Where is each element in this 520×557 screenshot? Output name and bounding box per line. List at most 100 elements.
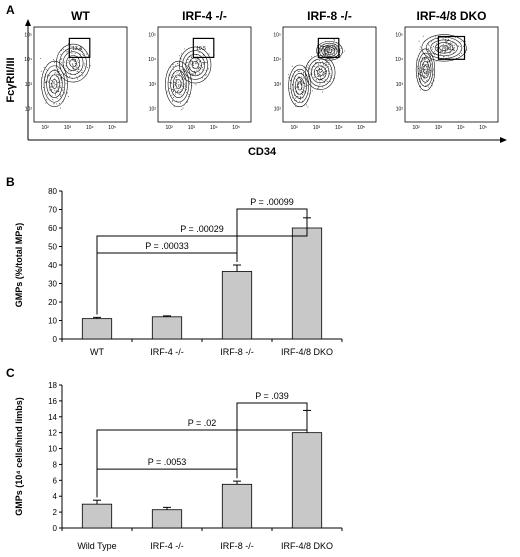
flow-event-dot [427, 79, 429, 81]
flow-contour-line [305, 55, 336, 91]
flow-event-dot [64, 73, 66, 75]
flow-event-dot [424, 57, 425, 59]
flow-event-dot [54, 94, 56, 96]
flow-event-dot [61, 74, 62, 76]
flow-event-dot [425, 85, 427, 87]
y-tick-label: 10⁴ [273, 57, 281, 63]
flow-event-dot [45, 76, 46, 78]
flow-event-dot [292, 97, 294, 99]
flow-event-dot [454, 47, 456, 49]
flow-event-dot [316, 45, 318, 47]
flow-event-dot [166, 91, 168, 93]
flow-event-dot [193, 67, 195, 68]
flow-plot-title: IRF-8 -/- [307, 9, 352, 23]
flow-event-dot [52, 103, 54, 105]
flow-event-dot [175, 76, 177, 78]
flow-contour-line [292, 73, 307, 99]
flow-event-dot [81, 71, 83, 73]
flow-event-dot [332, 48, 334, 50]
y-axis-arrowhead [25, 19, 31, 26]
flow-event-dot [173, 106, 175, 108]
flow-event-dot [307, 106, 309, 108]
flow-event-dot [81, 75, 83, 77]
flow-contour-line [326, 48, 333, 53]
flow-event-dot [323, 48, 325, 50]
flow-event-dot [322, 86, 324, 88]
y-tick-label: 8 [53, 460, 58, 469]
flow-event-dot [173, 89, 175, 91]
flow-event-dot [189, 83, 191, 85]
y-tick-label: 6 [53, 476, 58, 485]
flow-event-dot [322, 50, 324, 52]
flow-event-dot [71, 50, 73, 51]
flow-event-dot [77, 60, 79, 62]
flow-event-dot [185, 82, 187, 84]
bar [291, 432, 323, 529]
flow-event-dot [446, 44, 448, 46]
flow-event-dot [53, 85, 55, 87]
flow-event-dot [47, 74, 48, 76]
flow-event-dot [298, 76, 300, 78]
flow-event-dot [79, 53, 81, 55]
y-tick-label: 10² [149, 107, 157, 113]
flow-event-dot [51, 86, 52, 88]
flow-event-dot [325, 50, 327, 51]
flow-event-dot [51, 89, 53, 91]
significance-bracket: P = .00029 [96, 214, 308, 315]
flow-event-dot [58, 81, 60, 83]
flow-event-dot [326, 47, 328, 49]
flow-event-dot [419, 46, 421, 48]
flow-event-dot [427, 64, 429, 66]
flow-event-dot [318, 59, 320, 61]
y-tick-label: 40 [48, 261, 57, 270]
flow-event-dot [172, 75, 174, 77]
flow-event-dot [446, 46, 447, 48]
flow-event-dot [299, 97, 301, 98]
flow-event-dot [292, 89, 294, 91]
flow-event-dot [428, 61, 430, 63]
flow-event-dot [193, 72, 195, 74]
y-tick-label: 10³ [396, 82, 404, 88]
gate-box [317, 37, 340, 59]
flow-event-dot [69, 76, 71, 77]
x-axis-label: CD34 [248, 146, 277, 158]
flow-contour-line [313, 65, 327, 80]
flow-contour-line [62, 51, 84, 75]
flow-event-dot [321, 70, 323, 72]
flow-event-dot [68, 58, 70, 60]
flow-event-dot [309, 68, 311, 70]
flow-event-dot [297, 70, 299, 72]
y-tick-label: 60 [48, 224, 57, 233]
flow-event-dot [334, 48, 336, 50]
flow-plot-title: IRF-4/8 DKO [416, 9, 486, 23]
flow-event-dot [60, 54, 62, 56]
flow-event-dot [444, 51, 446, 53]
y-tick-label: 10³ [274, 82, 282, 88]
flow-event-dot [333, 44, 335, 46]
flow-event-dot [173, 97, 175, 98]
flow-event-dot [54, 83, 56, 85]
flow-event-dot [315, 74, 317, 76]
flow-event-dot [60, 59, 62, 61]
flow-event-dot [431, 82, 432, 84]
flow-event-dot [330, 68, 332, 70]
flow-event-dot [426, 74, 428, 76]
flow-event-dot [323, 75, 325, 77]
flow-event-dot [81, 69, 83, 71]
flow-event-dot [291, 65, 293, 67]
x-tick-label: 10⁴ [86, 125, 94, 131]
flow-event-dot [187, 65, 189, 67]
y-tick-label: 4 [53, 492, 58, 501]
flow-event-dot [50, 80, 52, 81]
flow-event-dot [299, 96, 301, 98]
flow-event-dot [191, 61, 193, 62]
flow-event-dot [181, 82, 183, 84]
flow-event-dot [56, 97, 58, 99]
flow-contour-line [434, 42, 454, 54]
flow-event-dot [318, 86, 320, 88]
flow-contour-line [56, 43, 91, 83]
flow-event-dot [296, 81, 298, 83]
flow-event-dot [329, 54, 331, 56]
flow-event-dot [445, 41, 447, 43]
flow-event-dot [423, 68, 425, 70]
